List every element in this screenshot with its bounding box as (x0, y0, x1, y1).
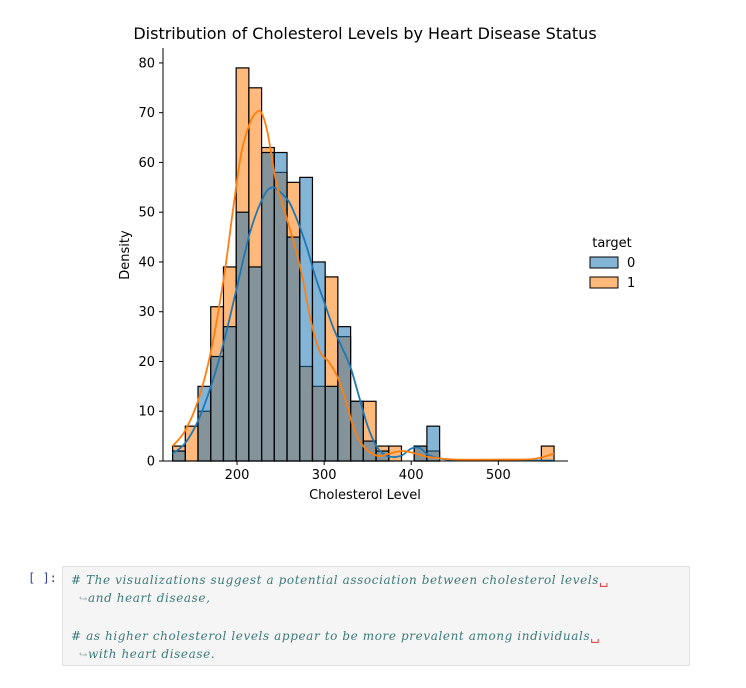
legend: target 0 1 (589, 236, 635, 291)
bar-series-0-bin-4 (222, 326, 237, 462)
bar-series-0-bin-12 (324, 385, 339, 462)
cell-prompt: [ ]: (28, 571, 57, 585)
bar-series-0-bin-9 (286, 236, 301, 462)
y-tick-label-0: 0 (147, 455, 155, 470)
code-editor[interactable]: # The visualizations suggest a potential… (62, 566, 690, 666)
y-tick-label-30: 30 (138, 305, 155, 320)
bar-series-0-bin-5 (235, 211, 250, 462)
notebook-cell: [ ]: # The visualizations suggest a pote… (0, 560, 746, 680)
y-tick-label-10: 10 (138, 405, 155, 420)
comment-line-2-continuation: ↪with heart disease. (79, 647, 216, 661)
histogram-chart: Distribution of Cholesterol Levels by He… (118, 24, 635, 503)
kde-lines (171, 109, 555, 462)
series-0-bars (171, 151, 441, 462)
bar-series-1-bin-1 (184, 425, 199, 462)
y-axis-label: Density (118, 230, 133, 280)
comment-line-2: # as higher cholesterol levels appear to… (71, 629, 600, 643)
legend-swatch-1 (589, 276, 619, 289)
bar-series-0-bin-3 (210, 355, 225, 462)
wrap-arrow-icon: ↪ (79, 650, 88, 661)
x-tick-label-500: 500 (486, 468, 511, 483)
wrap-marker-icon: ␣ (599, 573, 609, 587)
wrap-arrow-icon: ↪ (79, 594, 88, 605)
kde-line-series-1 (171, 109, 555, 461)
wrap-marker-icon: ␣ (590, 629, 600, 643)
bar-series-0-bin-14 (350, 400, 364, 462)
kde-line-series-0 (172, 186, 555, 462)
y-tick-label-20: 20 (138, 355, 155, 370)
x-tick-label-400: 400 (399, 468, 424, 483)
chart-title: Distribution of Cholesterol Levels by He… (133, 24, 596, 43)
x-tick-label-300: 300 (312, 468, 337, 483)
y-tick-label-80: 80 (138, 56, 155, 71)
comment-line-1: # The visualizations suggest a potential… (71, 573, 609, 587)
legend-swatch-0 (589, 256, 619, 269)
bar-series-0-bin-7 (260, 151, 275, 462)
legend-label-0: 0 (627, 256, 635, 271)
axes: 0 10 20 30 40 50 60 70 80 200 300 400 500 (138, 48, 568, 483)
y-tick-label-70: 70 (138, 106, 155, 121)
bar-series-0-bin-6 (248, 266, 263, 462)
bar-series-0-bin-11 (311, 261, 326, 462)
y-tick-label-40: 40 (138, 255, 155, 270)
x-axis-label: Cholesterol Level (309, 488, 421, 503)
legend-label-1: 1 (627, 276, 635, 291)
y-tick-label-60: 60 (138, 156, 155, 171)
x-tick-label-200: 200 (225, 468, 250, 483)
legend-title: target (592, 236, 632, 251)
y-tick-label-50: 50 (138, 206, 155, 221)
comment-line-1-continuation: ↪and heart disease, (79, 591, 211, 605)
